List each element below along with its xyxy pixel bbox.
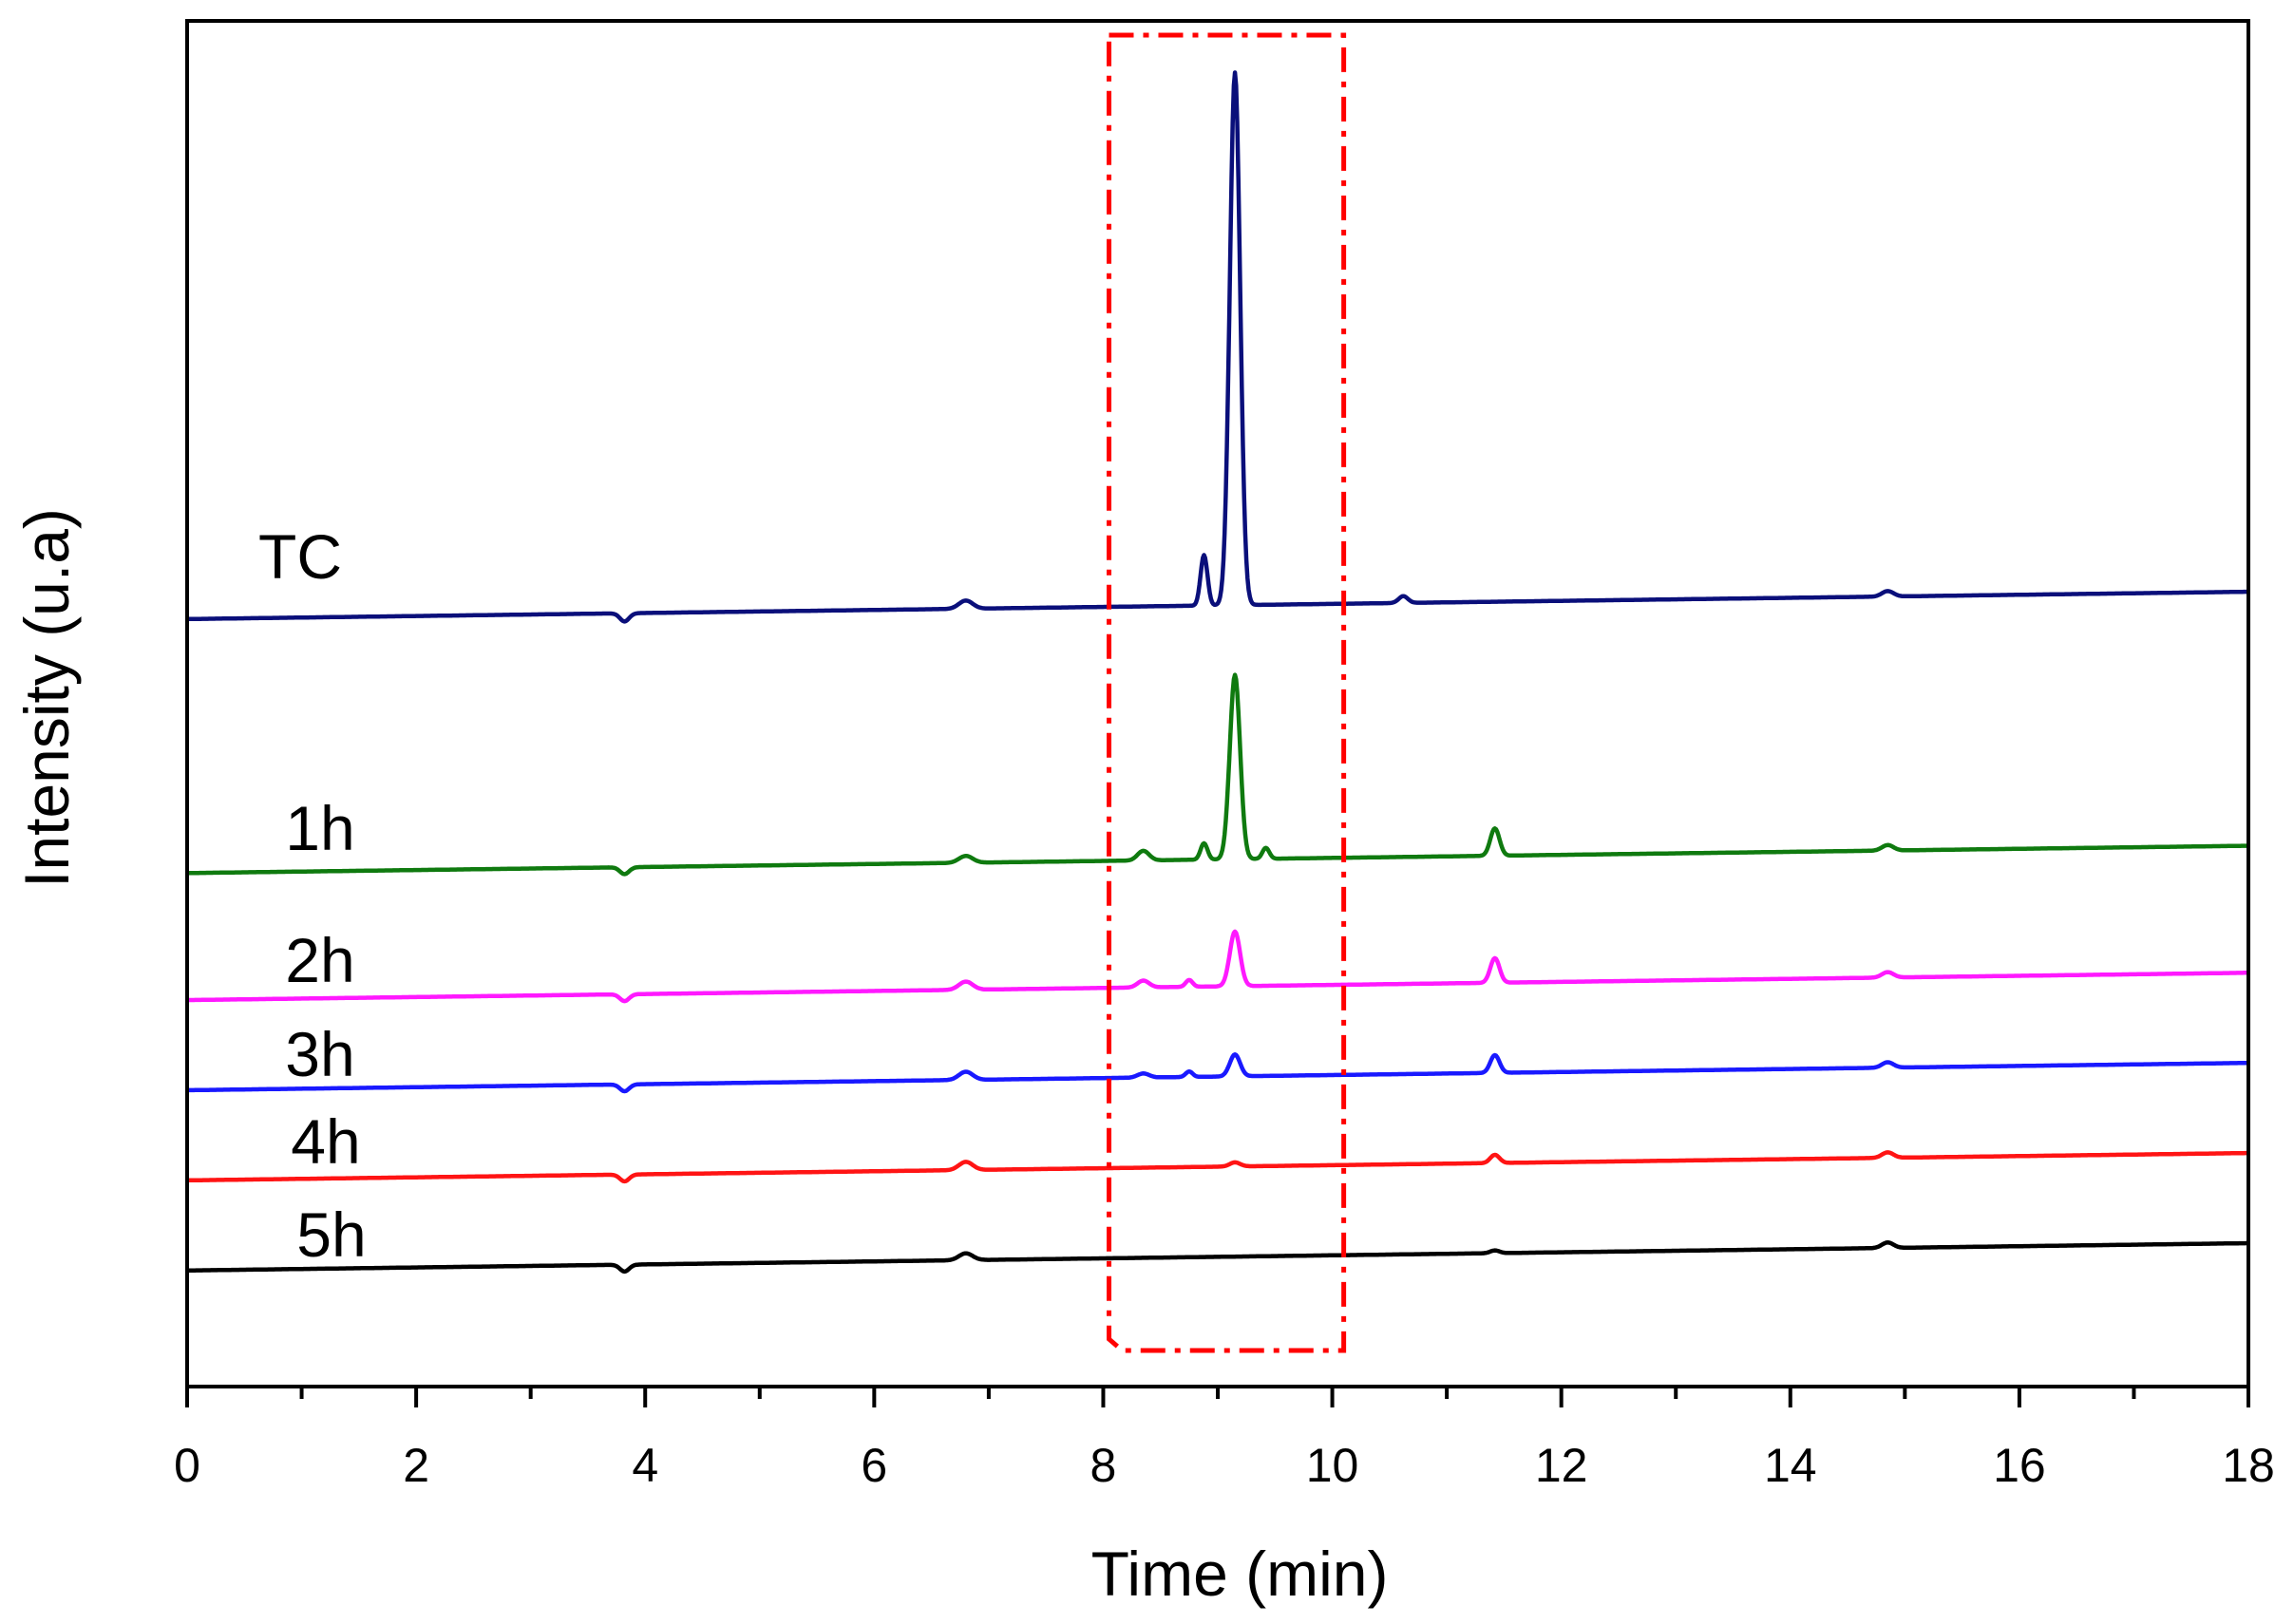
series-label-2h: 2h bbox=[285, 925, 354, 995]
x-tick-label: 12 bbox=[1535, 1439, 1588, 1492]
x-axis-title: Time (min) bbox=[1091, 1539, 1389, 1609]
x-tick-label: 16 bbox=[1993, 1439, 2046, 1492]
series-line-2h bbox=[185, 929, 2250, 1004]
series-layer bbox=[185, 70, 2250, 1275]
x-tick-label: 6 bbox=[861, 1439, 887, 1492]
axis-layer: 0 2 4 6 8 10 12 14 16 18 bbox=[174, 19, 2275, 1492]
series-line-4h bbox=[185, 1150, 2250, 1184]
series-label-4h: 4h bbox=[291, 1106, 360, 1177]
series-line-tc bbox=[185, 70, 2250, 624]
series-line-3h bbox=[185, 1052, 2250, 1094]
x-tick-label: 18 bbox=[2222, 1439, 2275, 1492]
series-label-5h: 5h bbox=[296, 1199, 366, 1270]
label-layer: TC 1h 2h 3h 4h 5h bbox=[258, 521, 367, 1270]
x-tick-label: 10 bbox=[1306, 1439, 1359, 1492]
series-label-1h: 1h bbox=[285, 793, 354, 863]
series-label-tc: TC bbox=[258, 521, 342, 592]
x-tick-label: 4 bbox=[632, 1439, 658, 1492]
series-line-5h bbox=[185, 1240, 2250, 1275]
series-label-3h: 3h bbox=[285, 1019, 354, 1089]
series-line-1h bbox=[185, 672, 2250, 877]
x-tick-label: 8 bbox=[1090, 1439, 1117, 1492]
x-tick-label: 0 bbox=[174, 1439, 200, 1492]
y-axis-title: Intensity (u.a) bbox=[11, 508, 82, 888]
x-tick-label: 14 bbox=[1764, 1439, 1817, 1492]
x-tick-label: 2 bbox=[403, 1439, 429, 1492]
